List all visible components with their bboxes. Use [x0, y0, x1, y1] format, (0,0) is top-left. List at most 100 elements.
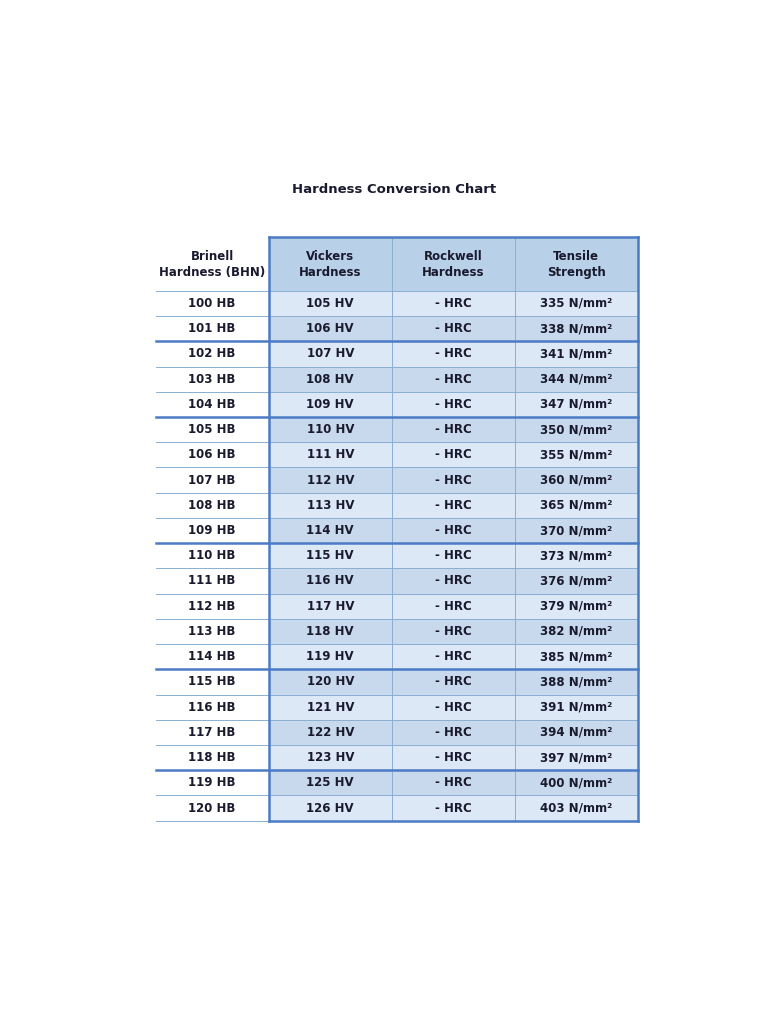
Text: 116 HV: 116 HV [306, 574, 354, 588]
Text: 112 HV: 112 HV [306, 473, 354, 486]
Bar [515, 341, 637, 367]
Text: - HRC: - HRC [435, 676, 472, 688]
Text: 110 HB: 110 HB [188, 549, 236, 562]
Bar [269, 417, 392, 442]
Text: 385 N/mm²: 385 N/mm² [540, 650, 612, 664]
Text: 122 HV: 122 HV [306, 726, 354, 739]
Bar [155, 493, 269, 518]
Text: 116 HB: 116 HB [188, 700, 236, 714]
Bar [392, 745, 515, 770]
Text: 403 N/mm²: 403 N/mm² [540, 802, 612, 814]
Bar [155, 467, 269, 493]
Bar [515, 367, 637, 392]
Text: 370 N/mm²: 370 N/mm² [540, 524, 612, 537]
Text: 397 N/mm²: 397 N/mm² [540, 752, 612, 764]
Bar [155, 618, 269, 644]
Text: Tensile
Strength: Tensile Strength [547, 250, 605, 279]
Text: 118 HB: 118 HB [188, 752, 236, 764]
Text: - HRC: - HRC [435, 726, 472, 739]
Text: 344 N/mm²: 344 N/mm² [540, 373, 612, 386]
Bar [515, 568, 637, 594]
Text: 106 HV: 106 HV [306, 323, 354, 335]
Text: 108 HB: 108 HB [188, 499, 236, 512]
Text: - HRC: - HRC [435, 549, 472, 562]
Bar [155, 568, 269, 594]
Text: 125 HV: 125 HV [306, 776, 354, 790]
Text: 119 HB: 119 HB [188, 776, 236, 790]
Text: 338 N/mm²: 338 N/mm² [540, 323, 612, 335]
Text: 120 HB: 120 HB [188, 802, 236, 814]
Bar [155, 341, 269, 367]
Bar [155, 543, 269, 568]
Text: 113 HV: 113 HV [306, 499, 354, 512]
Text: 114 HV: 114 HV [306, 524, 354, 537]
Bar [515, 467, 637, 493]
Bar [155, 417, 269, 442]
Text: - HRC: - HRC [435, 373, 472, 386]
Text: 105 HB: 105 HB [188, 423, 236, 436]
Bar [155, 670, 269, 694]
Bar [269, 745, 392, 770]
Text: - HRC: - HRC [435, 398, 472, 411]
Bar [269, 392, 392, 417]
Bar [515, 796, 637, 820]
Bar [269, 518, 392, 543]
Text: Rockwell
Hardness: Rockwell Hardness [422, 250, 485, 279]
Bar [155, 291, 269, 316]
Text: 107 HV: 107 HV [306, 347, 354, 360]
Bar [515, 543, 637, 568]
Bar [269, 341, 392, 367]
Bar [515, 720, 637, 745]
Bar [392, 493, 515, 518]
Text: 350 N/mm²: 350 N/mm² [540, 423, 612, 436]
Bar [269, 238, 392, 291]
Text: 341 N/mm²: 341 N/mm² [540, 347, 612, 360]
Bar [155, 392, 269, 417]
Text: 109 HV: 109 HV [306, 398, 354, 411]
Text: 376 N/mm²: 376 N/mm² [540, 574, 612, 588]
Bar [392, 341, 515, 367]
Bar [155, 720, 269, 745]
Text: 102 HB: 102 HB [188, 347, 236, 360]
Bar [155, 518, 269, 543]
Text: 111 HV: 111 HV [306, 449, 354, 462]
Text: 109 HB: 109 HB [188, 524, 236, 537]
Text: 112 HB: 112 HB [188, 600, 236, 612]
Bar [515, 770, 637, 796]
Text: 388 N/mm²: 388 N/mm² [540, 676, 612, 688]
Bar [392, 694, 515, 720]
Bar [392, 367, 515, 392]
Bar [515, 618, 637, 644]
Bar [155, 238, 269, 291]
Bar [515, 518, 637, 543]
Text: 118 HV: 118 HV [306, 625, 354, 638]
Bar [269, 594, 392, 618]
Text: - HRC: - HRC [435, 802, 472, 814]
Bar [155, 796, 269, 820]
Text: - HRC: - HRC [435, 323, 472, 335]
Bar [269, 543, 392, 568]
Text: - HRC: - HRC [435, 449, 472, 462]
Bar [515, 316, 637, 341]
Text: 400 N/mm²: 400 N/mm² [540, 776, 612, 790]
Text: 365 N/mm²: 365 N/mm² [540, 499, 612, 512]
Text: 391 N/mm²: 391 N/mm² [540, 700, 612, 714]
Bar [515, 644, 637, 670]
Text: 355 N/mm²: 355 N/mm² [540, 449, 612, 462]
Text: - HRC: - HRC [435, 600, 472, 612]
Bar [392, 770, 515, 796]
Text: 123 HV: 123 HV [306, 752, 354, 764]
Bar [269, 316, 392, 341]
Bar [392, 568, 515, 594]
Text: 120 HV: 120 HV [306, 676, 354, 688]
Text: 103 HB: 103 HB [188, 373, 236, 386]
Bar [515, 670, 637, 694]
Text: 111 HB: 111 HB [188, 574, 236, 588]
Bar [392, 796, 515, 820]
Bar [515, 442, 637, 467]
Bar [155, 745, 269, 770]
Text: 360 N/mm²: 360 N/mm² [540, 473, 612, 486]
Bar [269, 467, 392, 493]
Text: 114 HB: 114 HB [188, 650, 236, 664]
Bar [392, 670, 515, 694]
